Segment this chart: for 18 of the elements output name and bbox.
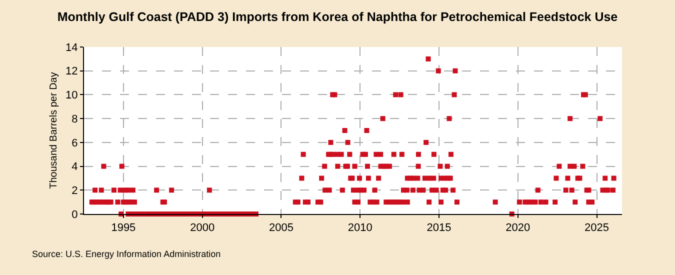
source-note: Source: U.S. Energy Information Administration	[32, 249, 221, 259]
y-tick-label: 4	[72, 161, 78, 174]
x-tick-label: 1995	[111, 222, 136, 234]
chart-title: Monthly Gulf Coast (PADD 3) Imports from Korea of Naphtha for Petrochemical Feedstock Use	[57, 10, 618, 24]
x-tick-label: 2025	[584, 222, 609, 234]
y-tick-label: 8	[72, 113, 78, 126]
y-tick-label: 12	[66, 66, 78, 78]
x-tick-label: 2005	[268, 222, 294, 234]
x-tick-label: 2015	[426, 222, 452, 234]
x-tick-label: 2000	[190, 222, 215, 234]
x-tick-label: 2020	[506, 222, 530, 234]
y-tick-label: 6	[72, 137, 78, 150]
y-tick-label: 2	[72, 184, 78, 197]
x-tick-label: 2010	[348, 222, 372, 234]
y-tick-label: 10	[66, 90, 78, 102]
y-tick-label: 0	[72, 208, 78, 221]
y-axis-title: Thousand Barrels per Day	[48, 72, 60, 189]
y-tick-label: 14	[66, 42, 78, 54]
